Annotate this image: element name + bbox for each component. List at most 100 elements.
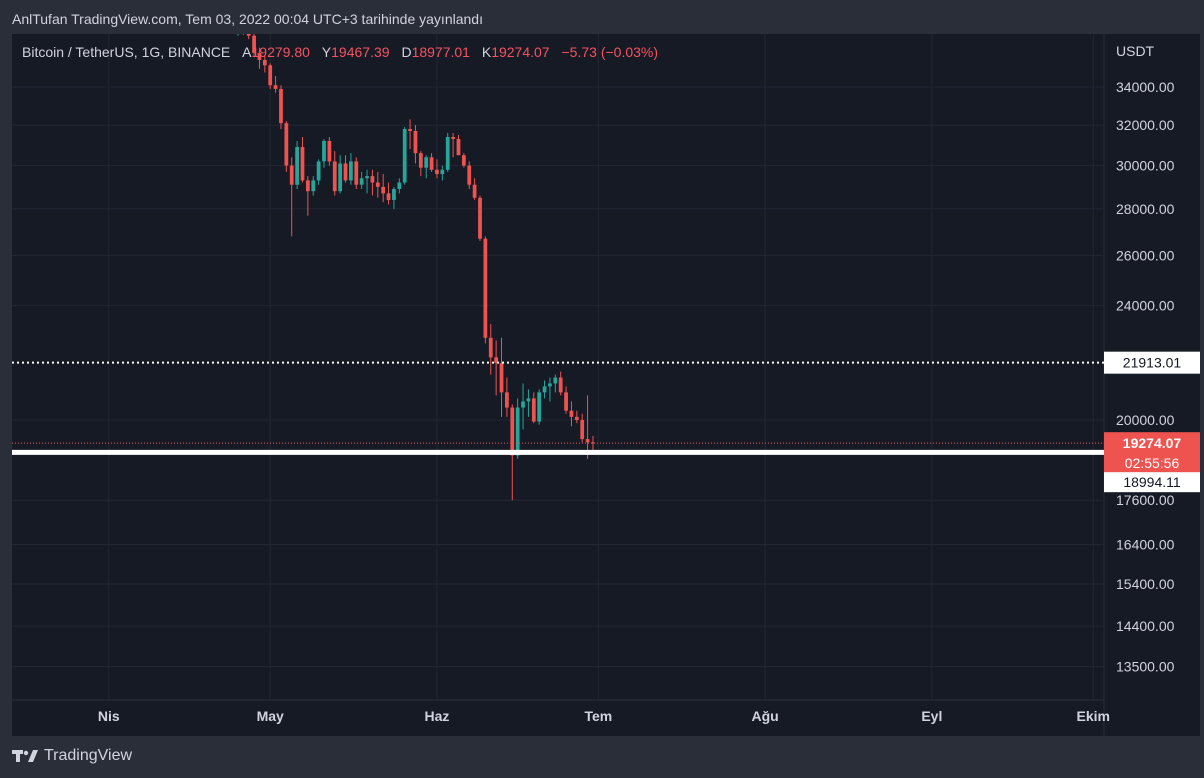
candle-body (537, 392, 542, 422)
candle-body (322, 140, 326, 162)
candle-body (397, 182, 402, 190)
price-tick-label: 14400.00 (1116, 618, 1175, 634)
candle-body (580, 419, 585, 440)
candle-body (413, 131, 418, 154)
price-axis-labels: 34000.00 32000.00 30000.00 28000.00 26000.00… (1116, 79, 1175, 675)
change-value: −5.73 (−0.03%) (561, 44, 659, 60)
grid-lines (12, 34, 1104, 700)
candle-body (365, 176, 369, 179)
price-axis[interactable] (1104, 34, 1200, 736)
low-value: 18977.01 (411, 44, 470, 60)
high-value: 19467.39 (331, 44, 390, 60)
price-tick-label: 34000.00 (1116, 79, 1175, 95)
candle-body (408, 129, 412, 132)
candle-body (252, 35, 256, 53)
level-badge-label: 18994.11 (1123, 474, 1181, 490)
candle-body (456, 138, 461, 156)
candle-body (295, 147, 299, 185)
currency-label: USDT (1116, 43, 1155, 59)
tradingview-logo-icon (12, 750, 38, 762)
candle-body (279, 88, 283, 124)
candle-body (521, 401, 525, 408)
tradingview-logo[interactable]: TradingView (12, 747, 132, 765)
candle-body (515, 407, 520, 456)
candle-body (316, 161, 321, 181)
time-tick-label: Ekim (1077, 708, 1110, 724)
candle-body (461, 155, 466, 166)
price-tick-label: 13500.00 (1116, 659, 1175, 675)
time-axis-labels: Nis May Haz Tem Ağu Eyl Ekim (98, 708, 1110, 724)
price-tick-label: 17600.00 (1116, 492, 1175, 508)
candle-body (349, 161, 353, 181)
price-tick-label: 32000.00 (1116, 117, 1175, 133)
open-label: A (242, 44, 252, 60)
candle-body (338, 163, 343, 192)
candle-body (564, 392, 568, 411)
last-price-value: 19274.07 (1123, 435, 1182, 451)
price-tick-label: 26000.00 (1116, 247, 1175, 263)
candle-body (327, 140, 332, 162)
low-label: D (401, 44, 412, 60)
candle-body (236, 24, 240, 26)
candle-body (488, 337, 493, 358)
price-tick-label: 16400.00 (1116, 537, 1175, 553)
level-badge (1104, 472, 1200, 493)
candle-body (445, 136, 450, 170)
candle-body (483, 238, 488, 338)
last-price-countdown: 02:55:56 (1125, 455, 1180, 471)
candle-body (370, 176, 375, 183)
time-axis[interactable] (12, 700, 1104, 736)
candle-body (478, 197, 482, 239)
time-tick-label: Eyl (921, 708, 942, 724)
candle-body (526, 398, 531, 402)
time-tick-label: May (257, 708, 284, 724)
price-tick-label: 15400.00 (1116, 576, 1175, 592)
candle-body (418, 153, 423, 168)
price-tick-label: 20000.00 (1116, 412, 1175, 428)
candle-body (381, 186, 386, 194)
candle-body (569, 410, 574, 417)
candle-body (268, 65, 273, 86)
candle-body (435, 169, 439, 175)
candle-body (359, 178, 364, 185)
candle-body (241, 24, 245, 33)
time-tick-label: Haz (425, 708, 450, 724)
level-badge (1104, 351, 1200, 374)
candle-body (300, 147, 305, 181)
candle-body (467, 165, 472, 185)
candle-body (375, 182, 380, 187)
candle-body (451, 136, 455, 139)
tradingview-brand: TradingView (44, 747, 133, 764)
horizontal-lines (12, 361, 1104, 455)
open-value: 19279.80 (251, 44, 310, 60)
time-tick-label: Ağu (751, 708, 778, 724)
close-label: K (481, 44, 492, 60)
publish-text: AnlTufan TradingView.com, Tem 03, 2022 0… (12, 11, 483, 27)
candle-body (424, 157, 429, 168)
candle-body (531, 398, 536, 422)
candle-body (354, 161, 359, 185)
candle-body (472, 184, 477, 198)
candles (236, 24, 595, 501)
candle-body (257, 52, 262, 60)
level-badge-label: 21913.01 (1123, 355, 1182, 371)
price-chart[interactable]: 34000.00 32000.00 30000.00 28000.00 26000.00… (0, 0, 1204, 740)
candle-body (553, 377, 558, 384)
chart-legend: Bitcoin / TetherUS, 1G, BINANCE A19279.8… (22, 44, 658, 60)
candle-body (284, 123, 289, 166)
publish-info: AnlTufan TradingView.com, Tem 03, 2022 0… (0, 0, 1204, 34)
symbol-description[interactable]: Bitcoin / TetherUS, 1G, BINANCE (22, 44, 231, 60)
candle-body (343, 163, 348, 181)
price-badges: 21913.01 19274.07 02:55:56 18994.11 (1104, 351, 1200, 493)
candle-body (558, 377, 563, 393)
close-value: 19274.07 (491, 44, 550, 60)
candle-body (332, 161, 337, 192)
chart-pane[interactable] (12, 34, 1104, 700)
candle-body (591, 442, 595, 444)
candle-body (494, 357, 499, 364)
candle-body (510, 407, 515, 456)
candle-body (289, 165, 294, 185)
price-tick-label: 30000.00 (1116, 158, 1175, 174)
candle-body (311, 180, 316, 192)
candle-body (505, 392, 509, 408)
